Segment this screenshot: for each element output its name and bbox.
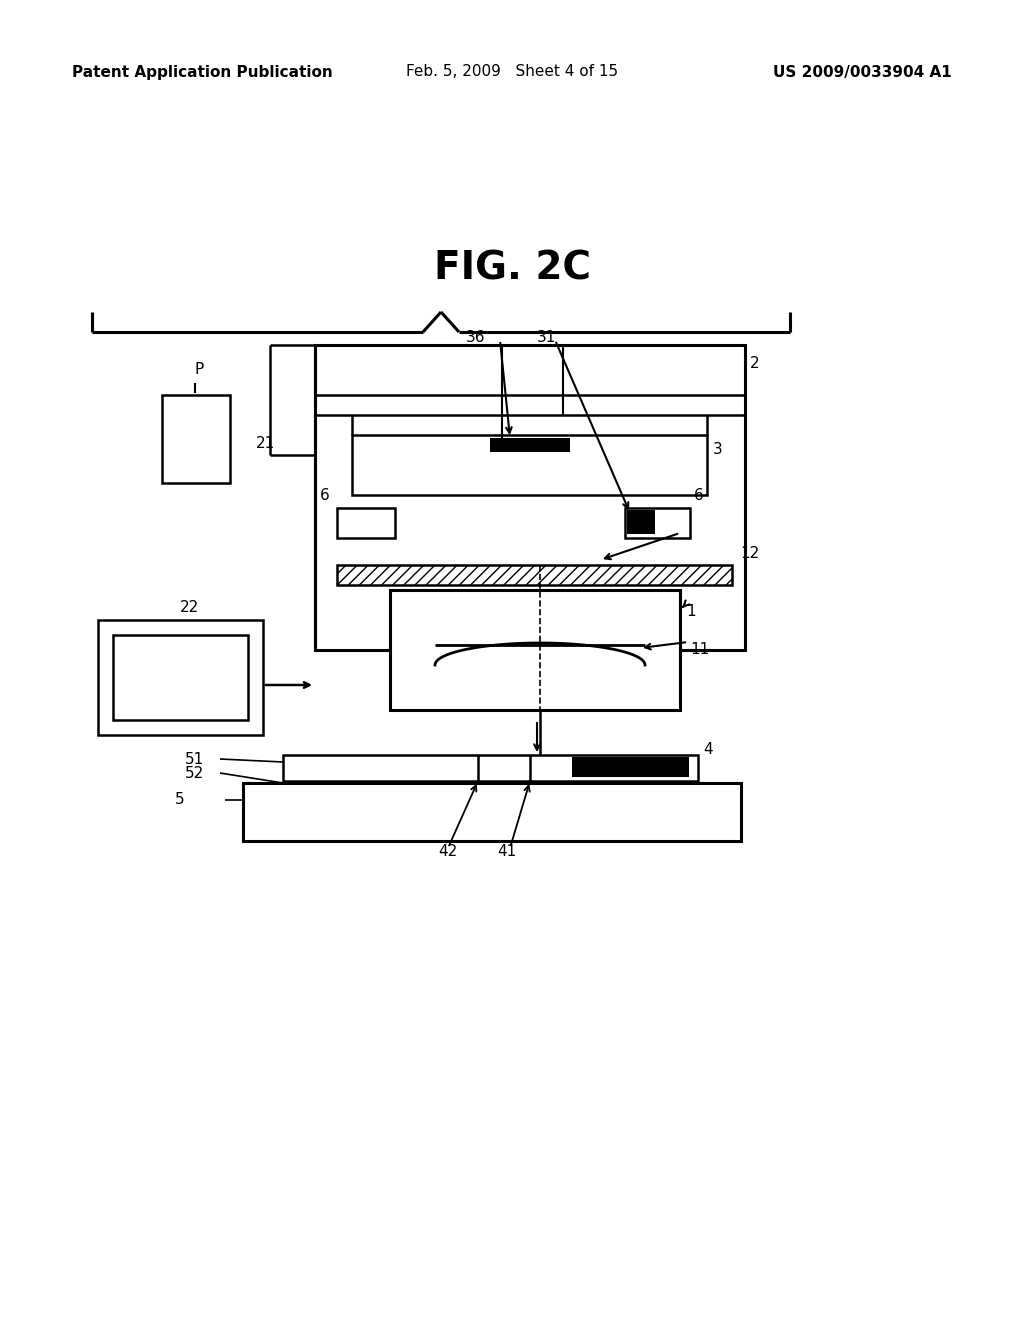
Text: 52: 52 xyxy=(185,766,204,780)
Text: 42: 42 xyxy=(438,845,458,859)
Text: 11: 11 xyxy=(690,643,710,657)
Text: 1: 1 xyxy=(686,605,695,619)
Bar xyxy=(98,620,263,735)
Text: 3: 3 xyxy=(713,442,723,458)
Text: 31: 31 xyxy=(537,330,556,346)
Text: 51: 51 xyxy=(185,751,204,767)
Bar xyxy=(390,590,680,710)
Text: 2: 2 xyxy=(750,355,760,371)
Text: 6: 6 xyxy=(319,488,330,503)
Bar xyxy=(627,510,655,535)
Bar xyxy=(283,755,698,781)
Text: FIG. 2C: FIG. 2C xyxy=(433,249,591,286)
Bar xyxy=(352,436,707,495)
Text: 6: 6 xyxy=(694,488,703,503)
Text: 21: 21 xyxy=(256,436,275,450)
Text: 36: 36 xyxy=(466,330,485,346)
Bar xyxy=(337,508,395,539)
Text: 4: 4 xyxy=(703,742,713,758)
Bar xyxy=(243,783,741,841)
Bar xyxy=(113,635,248,719)
Text: 22: 22 xyxy=(180,601,200,615)
Text: 5: 5 xyxy=(175,792,184,808)
Bar xyxy=(315,345,745,649)
Text: Feb. 5, 2009   Sheet 4 of 15: Feb. 5, 2009 Sheet 4 of 15 xyxy=(406,65,618,79)
Bar xyxy=(337,565,732,585)
Text: Patent Application Publication: Patent Application Publication xyxy=(72,65,333,79)
Bar xyxy=(490,438,570,451)
Bar xyxy=(162,395,230,483)
Text: US 2009/0033904 A1: US 2009/0033904 A1 xyxy=(773,65,952,79)
Bar xyxy=(572,756,689,777)
Bar xyxy=(625,508,690,539)
Text: 12: 12 xyxy=(740,545,759,561)
Text: 41: 41 xyxy=(497,845,516,859)
Text: P: P xyxy=(195,363,204,378)
